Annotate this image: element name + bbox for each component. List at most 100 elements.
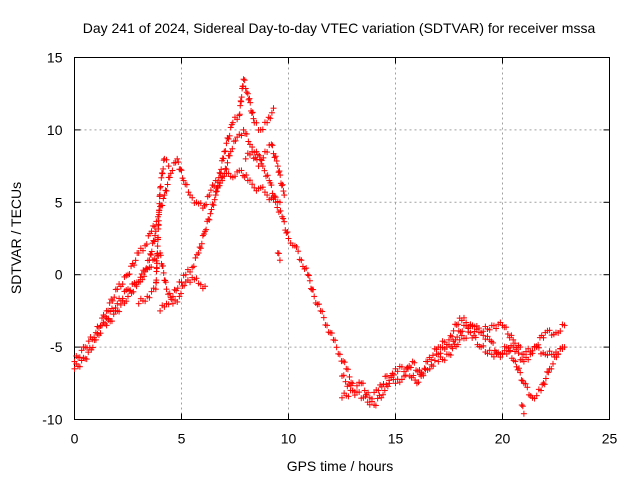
data-point bbox=[392, 380, 399, 387]
data-point-interp bbox=[211, 196, 218, 203]
data-point-interp bbox=[517, 369, 524, 376]
data-point-interp bbox=[463, 319, 470, 326]
x-axis-label: GPS time / hours bbox=[287, 458, 394, 474]
data-point-interp bbox=[449, 345, 456, 352]
data-point-interp bbox=[516, 365, 523, 372]
data-point-interp bbox=[260, 154, 267, 161]
data-point-interp bbox=[356, 389, 363, 396]
data-point-interp bbox=[106, 299, 113, 306]
data-point-interp bbox=[238, 132, 245, 139]
data-point-interp bbox=[78, 347, 85, 354]
data-point-interp bbox=[315, 301, 322, 308]
data-point-interp bbox=[515, 350, 522, 357]
data-point-interp bbox=[158, 170, 165, 177]
data-point-interp bbox=[159, 262, 166, 269]
y-axis-label: SDTVAR / TECUs bbox=[8, 182, 24, 294]
data-point-interp bbox=[555, 350, 562, 357]
data-point bbox=[381, 387, 388, 394]
data-point bbox=[324, 322, 331, 329]
data-point bbox=[135, 249, 142, 256]
data-point bbox=[165, 163, 172, 170]
data-point bbox=[103, 322, 110, 329]
data-point bbox=[272, 199, 279, 206]
data-point bbox=[446, 336, 452, 343]
data-point-interp bbox=[207, 210, 214, 217]
data-point-interp bbox=[200, 231, 207, 238]
data-point bbox=[92, 329, 99, 336]
data-point-interp bbox=[215, 174, 222, 181]
data-point-interp bbox=[190, 263, 197, 270]
data-point-interp bbox=[268, 109, 275, 116]
data-point bbox=[383, 373, 390, 380]
data-point-interp bbox=[504, 331, 511, 338]
data-point-interp bbox=[269, 142, 276, 149]
data-point-interp bbox=[380, 381, 387, 388]
data-point-interp bbox=[162, 279, 169, 286]
data-point-interp bbox=[455, 321, 462, 328]
data-point-interp bbox=[361, 387, 368, 394]
data-point bbox=[232, 173, 238, 180]
data-point bbox=[242, 155, 249, 162]
data-point bbox=[157, 184, 164, 191]
data-point-interp bbox=[410, 372, 417, 379]
data-point bbox=[157, 307, 164, 314]
data-point-interp bbox=[226, 152, 233, 159]
data-point-interp bbox=[131, 262, 138, 269]
data-point-interp bbox=[398, 363, 405, 370]
data-point-interp bbox=[148, 252, 155, 259]
data-point-interp bbox=[274, 204, 281, 211]
data-point-interp bbox=[247, 99, 254, 106]
data-point-interp bbox=[306, 277, 313, 284]
data-point-interp bbox=[160, 165, 167, 172]
data-point-interp bbox=[443, 341, 450, 348]
data-point-interp bbox=[143, 241, 150, 248]
data-point bbox=[202, 283, 209, 290]
x-tick-label: 0 bbox=[71, 431, 79, 447]
data-point-interp bbox=[320, 314, 327, 321]
data-point-interp bbox=[205, 216, 212, 223]
data-point-interp bbox=[174, 298, 181, 305]
data-point-interp bbox=[94, 330, 101, 337]
x-tick-label: 5 bbox=[178, 431, 186, 447]
data-point-interp bbox=[151, 223, 158, 230]
data-point-interp bbox=[166, 174, 173, 181]
data-point-interp bbox=[126, 271, 133, 278]
data-point-interp bbox=[430, 363, 437, 370]
data-point bbox=[146, 257, 153, 264]
data-point-interp bbox=[97, 322, 104, 329]
data-point-interp bbox=[248, 109, 255, 116]
data-point-interp bbox=[110, 311, 117, 318]
data-point-interp bbox=[548, 365, 555, 372]
data-point-interp bbox=[189, 194, 196, 201]
data-point-interp bbox=[94, 323, 101, 330]
data-point bbox=[249, 148, 256, 155]
data-point-interp bbox=[227, 124, 234, 131]
data-point-interp bbox=[280, 215, 287, 222]
y-tick-label: 10 bbox=[47, 122, 63, 138]
data-point-interp bbox=[486, 347, 493, 354]
data-point-interp bbox=[139, 247, 146, 254]
data-point bbox=[435, 358, 442, 365]
data-point-interp bbox=[293, 243, 300, 250]
data-point-interp bbox=[181, 282, 188, 289]
data-point-interp bbox=[192, 254, 199, 261]
data-point-interp bbox=[229, 145, 236, 152]
data-point bbox=[125, 293, 131, 300]
data-point-interp bbox=[256, 152, 263, 159]
data-point-interp bbox=[117, 301, 124, 308]
data-point bbox=[229, 119, 236, 126]
data-point bbox=[244, 90, 251, 97]
data-point-interp bbox=[197, 281, 204, 288]
data-point-interp bbox=[151, 238, 158, 245]
data-point-interp bbox=[216, 169, 223, 176]
data-point-interp bbox=[111, 294, 118, 301]
data-point-interp bbox=[332, 337, 339, 344]
data-point-interp bbox=[268, 182, 275, 189]
data-point-interp bbox=[157, 183, 164, 190]
data-point-interp bbox=[333, 344, 340, 351]
data-point-interp bbox=[341, 359, 348, 366]
chart-title: Day 241 of 2024, Sidereal Day-to-day VTE… bbox=[83, 20, 596, 36]
data-point-interp bbox=[197, 200, 204, 207]
data-point-interp bbox=[524, 384, 531, 391]
data-point bbox=[114, 300, 121, 307]
